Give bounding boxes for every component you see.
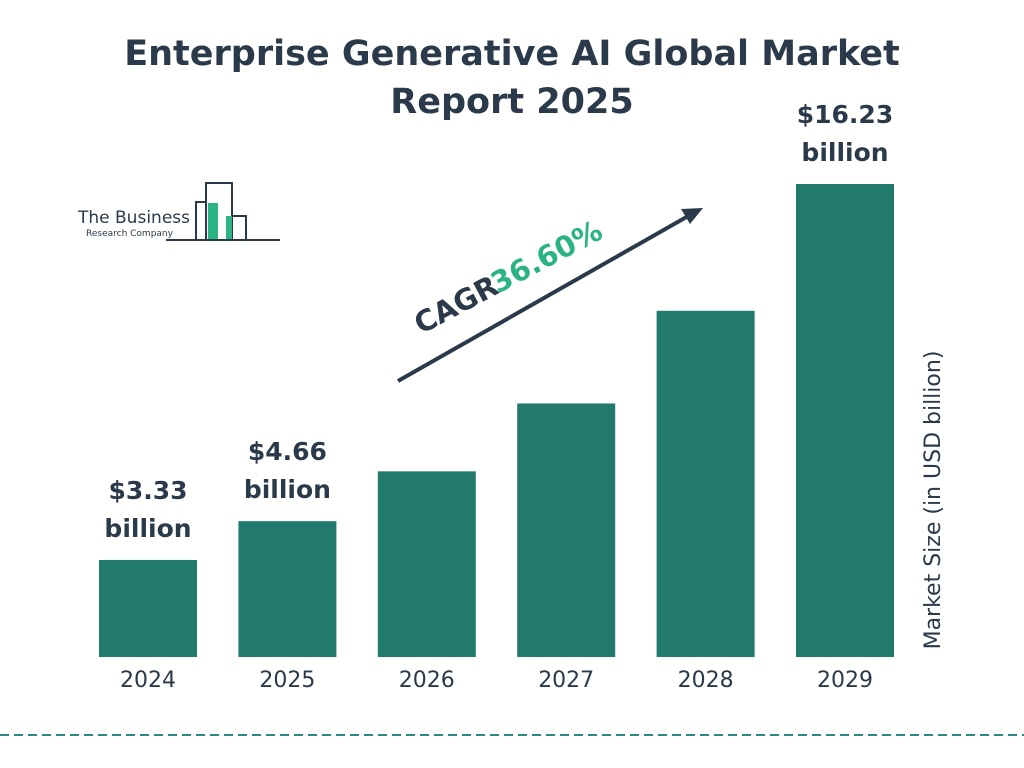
x-tick-label: 2024 <box>120 668 176 693</box>
arrow-head <box>681 208 703 224</box>
bar <box>99 559 197 657</box>
logo-subname: Research Company <box>86 229 174 239</box>
value-label: $3.33 billion <box>104 475 192 543</box>
y-axis-label: Market Size (in USD billion) <box>921 351 946 650</box>
x-tick-label: 2029 <box>817 668 873 693</box>
logo-bar <box>226 216 232 240</box>
value-label: $4.66 billion <box>243 437 331 505</box>
logo-name: The Business <box>77 208 190 228</box>
bar <box>377 471 476 657</box>
bar <box>517 403 616 657</box>
x-tick-label: 2027 <box>538 668 594 693</box>
chart-title: Enterprise Generative AI Global Market R… <box>124 34 900 122</box>
x-tick-label: 2025 <box>259 668 315 693</box>
bar <box>238 521 337 657</box>
bar <box>796 184 894 657</box>
logo-bar <box>208 203 218 240</box>
logo-line <box>166 215 247 241</box>
x-tick-label: 2026 <box>399 668 455 693</box>
arrow-line <box>397 213 691 383</box>
x-tick-label: 2028 <box>678 668 734 693</box>
logo <box>166 182 280 241</box>
bar <box>656 310 755 657</box>
cagr-value: 36.60% <box>485 213 608 300</box>
value-label: $16.23 billion <box>796 100 894 167</box>
cagr-arrow <box>397 208 703 383</box>
logo-bar <box>195 201 207 241</box>
